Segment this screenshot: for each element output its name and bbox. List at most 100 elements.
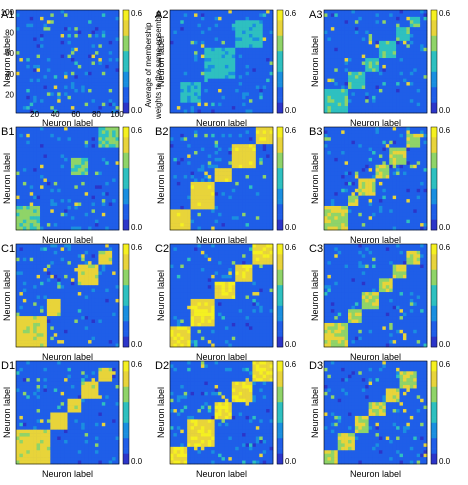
heatmap-cell (91, 10, 96, 14)
heatmap-cell (108, 147, 113, 152)
colorbar-max-label: 0.6 (285, 126, 297, 135)
heatmap-cell (372, 71, 376, 76)
heatmap-cell (207, 140, 212, 145)
heatmap-cell (259, 181, 263, 186)
heatmap-cell (94, 147, 99, 152)
heatmap-cell (170, 85, 174, 90)
heatmap-cell (112, 161, 116, 166)
heatmap-cell (29, 216, 34, 220)
heatmap-cell (105, 75, 109, 79)
heatmap-cell (266, 88, 270, 93)
heatmap-cell (22, 209, 27, 214)
heatmap-cell (200, 88, 205, 93)
heatmap-cell (187, 219, 191, 224)
heatmap-cell (94, 13, 99, 18)
heatmap-cell (26, 151, 31, 155)
heatmap-cell (36, 10, 41, 14)
heatmap-cell (46, 144, 51, 148)
heatmap-cell (242, 133, 246, 138)
heatmap-cell (218, 20, 222, 25)
heatmap-cell (330, 109, 335, 114)
heatmap-cell (324, 88, 328, 93)
heatmap-cell (406, 88, 411, 93)
heatmap-cell (170, 58, 174, 62)
heatmap-cell (259, 127, 263, 131)
heatmap-cell (399, 147, 404, 152)
heatmap-cell (43, 195, 48, 200)
heatmap-cell (245, 75, 250, 79)
heatmap-cell (235, 44, 239, 49)
heatmap-cell (416, 16, 421, 21)
heatmap-cell (413, 85, 417, 90)
heatmap-cell (50, 195, 55, 200)
heatmap-cell (197, 226, 202, 231)
heatmap-cell (115, 226, 120, 231)
heatmap-cell (50, 85, 55, 90)
heatmap-cell (94, 68, 99, 73)
heatmap-cell (101, 205, 106, 210)
heatmap-cell (43, 151, 48, 155)
heatmap-cell (207, 202, 212, 207)
heatmap-cell (231, 140, 236, 145)
heatmap-cell (194, 181, 198, 186)
heatmap-cell (358, 102, 363, 107)
heatmap-cell (385, 88, 390, 93)
heatmap-cell (238, 34, 243, 38)
heatmap-cell (228, 16, 233, 21)
heatmap-cell (94, 40, 99, 45)
heatmap-cell (389, 133, 393, 138)
heatmap-cell (190, 85, 195, 90)
heatmap-cell (60, 34, 65, 38)
heatmap-cell (248, 30, 253, 35)
heatmap-cell (53, 30, 58, 35)
heatmap-cell (344, 130, 349, 135)
heatmap-cell (214, 16, 219, 21)
heatmap-cell (40, 212, 44, 217)
heatmap-cell (173, 40, 178, 45)
heatmap-cell (64, 82, 68, 86)
heatmap-cell (60, 151, 65, 155)
heatmap-cell (173, 171, 178, 176)
heatmap-cell (406, 64, 411, 69)
heatmap-cell (105, 20, 109, 25)
heatmap-cell (94, 20, 99, 25)
heatmap-cell (60, 106, 65, 110)
heatmap-cell (392, 106, 397, 110)
heatmap-cell (324, 140, 328, 145)
heatmap-cell (204, 54, 209, 59)
heatmap-cell (327, 20, 332, 25)
heatmap-cell (67, 85, 72, 90)
heatmap-cell (375, 51, 380, 55)
heatmap-cell (255, 106, 260, 110)
heatmap-cell (214, 13, 219, 18)
heatmap-cell (46, 212, 51, 217)
heatmap-cell (74, 154, 79, 159)
heatmap-cell (187, 223, 191, 227)
heatmap-cell (248, 95, 253, 100)
heatmap-cell (266, 185, 270, 190)
heatmap-cell (423, 85, 428, 90)
heatmap-cell (214, 40, 219, 45)
heatmap-cell (235, 223, 239, 227)
heatmap-cell (53, 23, 58, 28)
heatmap-cell (84, 109, 89, 114)
heatmap-cell (334, 102, 339, 107)
heatmap-cell (248, 58, 253, 62)
heatmap-cell (231, 137, 236, 142)
heatmap-cell (36, 61, 41, 66)
heatmap-cell (200, 175, 205, 179)
heatmap-cell (33, 192, 37, 196)
heatmap-cell (16, 20, 20, 25)
heatmap-cell (389, 34, 393, 38)
heatmap-cell (88, 23, 92, 28)
x-tick-label: 40 (51, 110, 60, 119)
heatmap-cell (91, 161, 96, 166)
heatmap-cell (170, 219, 174, 224)
heatmap-cell (84, 34, 89, 38)
heatmap-cell (214, 171, 219, 176)
heatmap-cell (221, 133, 226, 138)
x-axis-label: Neuron label (42, 118, 93, 128)
heatmap-cell (228, 27, 233, 31)
heatmap-cell (420, 106, 424, 110)
heatmap-cell (81, 106, 85, 110)
